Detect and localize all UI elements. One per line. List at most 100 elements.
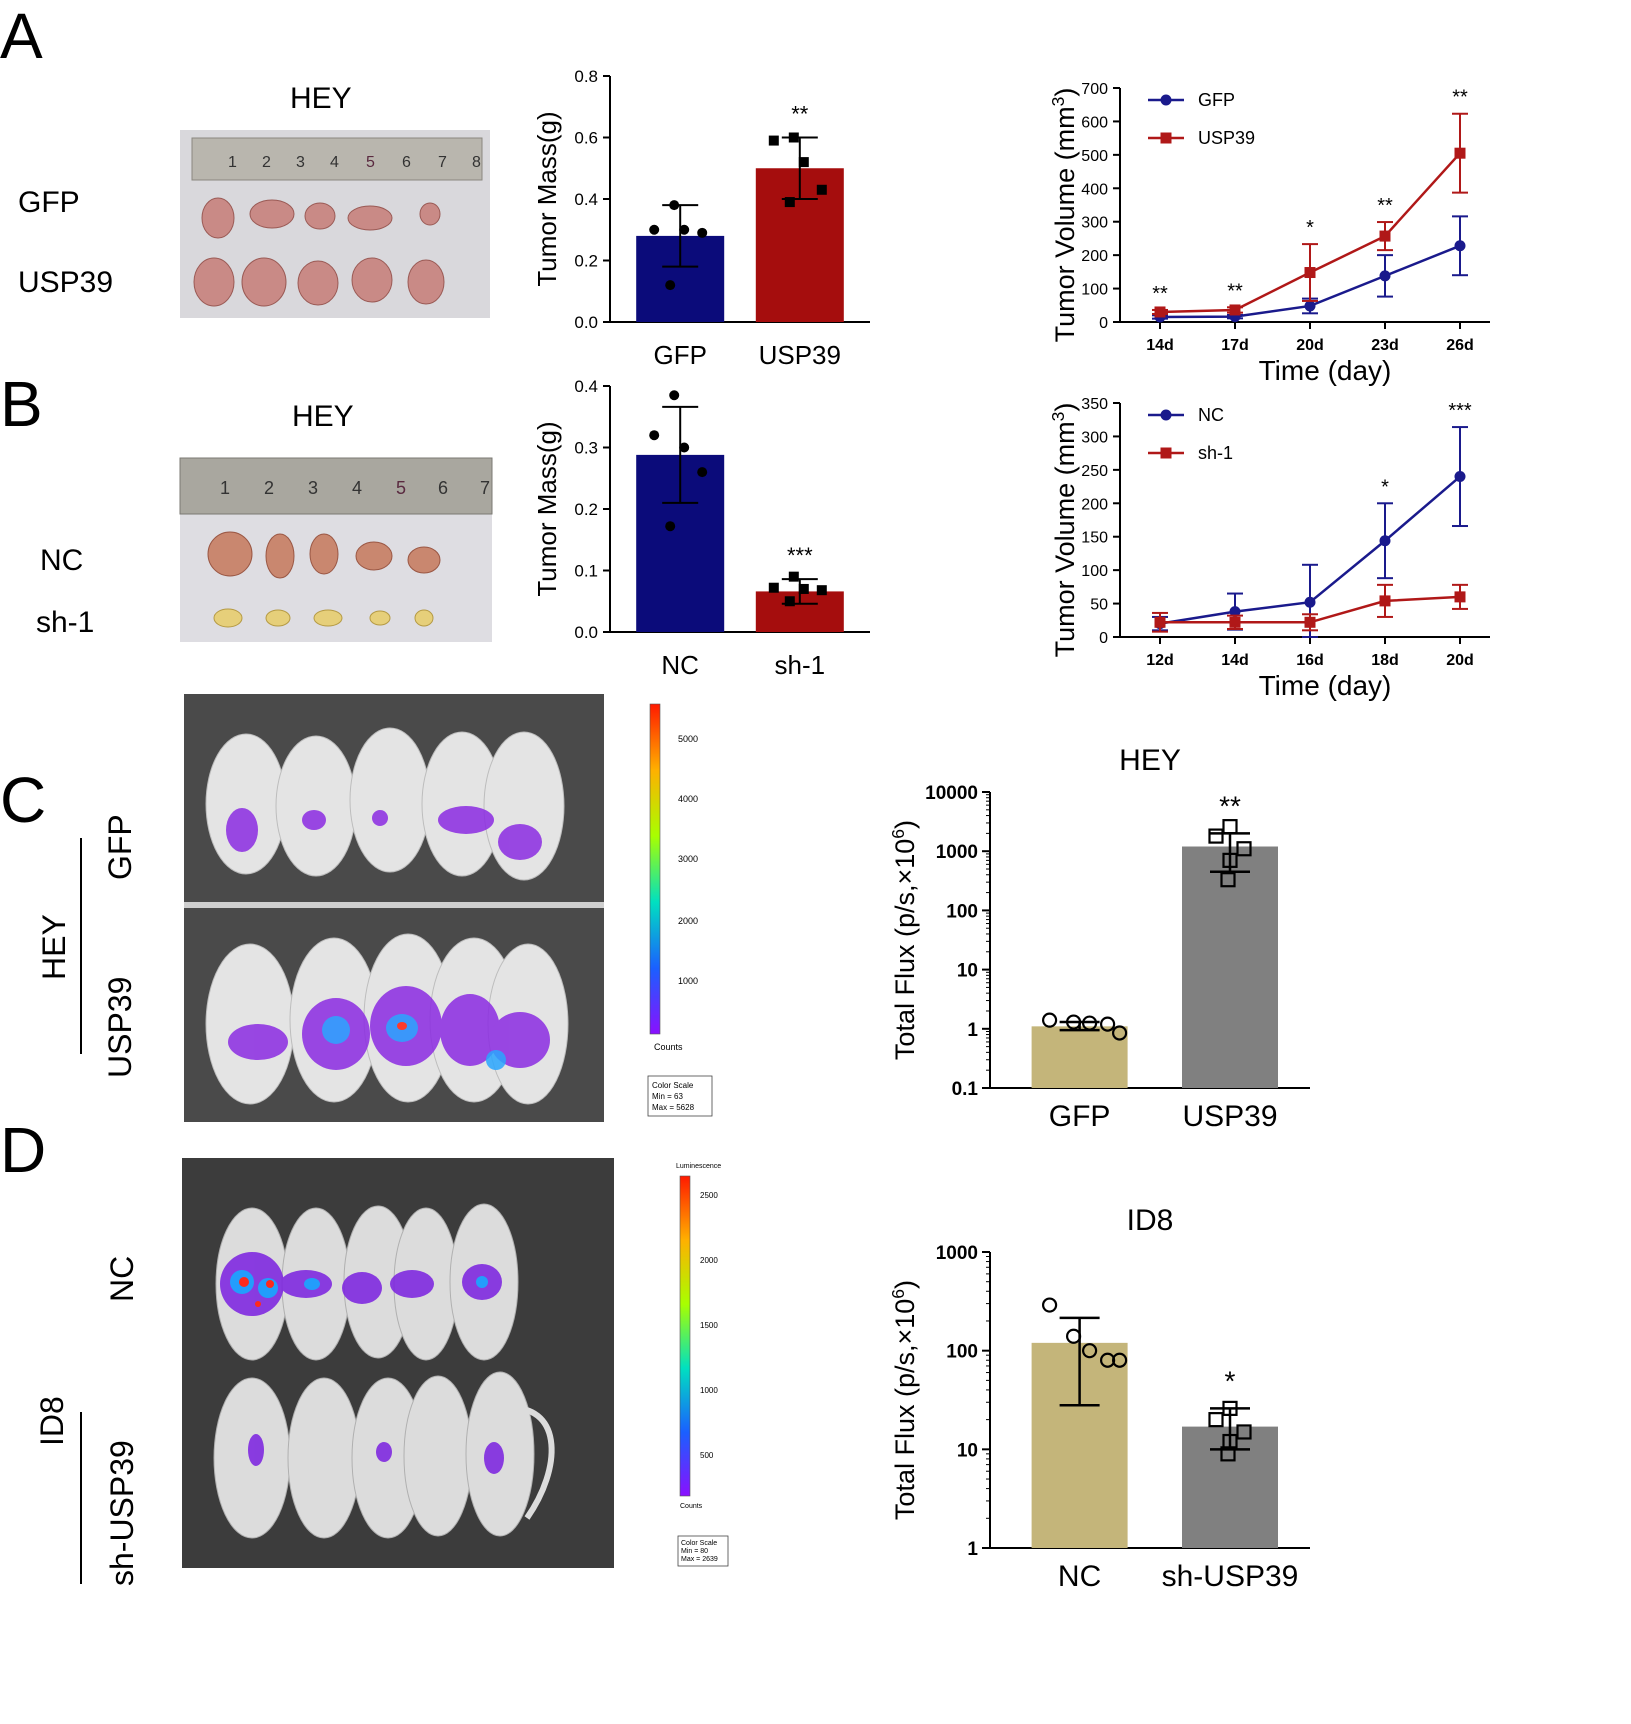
tumor-photo-b: 1 2 3 4 5 6 7 bbox=[179, 457, 493, 642]
scale-tick: 1000 bbox=[678, 976, 698, 986]
significance-label: ** bbox=[1219, 790, 1241, 821]
series-point bbox=[1379, 535, 1391, 547]
data-point bbox=[1222, 852, 1238, 868]
ruler-mark: 4 bbox=[330, 154, 339, 171]
ruler-mark: 2 bbox=[264, 478, 274, 498]
tumor-volume-chart-b: 0 50 100 150 200 250 300 350 12d 14d 16d 18d 20d Time… bbox=[1048, 396, 1490, 701]
significance-label: ** bbox=[1152, 283, 1168, 305]
data-point bbox=[1082, 1343, 1098, 1359]
y-axis-label: Total Flux (p/s,×106) bbox=[888, 1280, 920, 1520]
y-tick-label: 250 bbox=[1081, 463, 1108, 480]
y-tick-label: 10000 bbox=[925, 783, 978, 804]
legend-label: GFP bbox=[1198, 90, 1235, 110]
tumor-volume-chart-a: 0 100 200 300 400 500 600 700 14d 17d 20d 23d 26d Tim… bbox=[1048, 81, 1490, 386]
bar bbox=[1031, 1026, 1128, 1088]
group-label-nc: NC bbox=[104, 1255, 140, 1302]
y-tick-label: 1000 bbox=[936, 842, 978, 863]
scale-box-line: Min = 80 bbox=[681, 1548, 708, 1555]
y-tick-label: 700 bbox=[1081, 81, 1108, 98]
y-tick-label: 400 bbox=[1081, 181, 1108, 198]
data-point bbox=[816, 184, 827, 195]
legend-marker bbox=[1160, 447, 1172, 459]
series-point bbox=[1379, 230, 1391, 242]
scale-box-line: Min = 63 bbox=[652, 1092, 683, 1101]
ruler-mark: 8 bbox=[472, 154, 481, 171]
y-tick-label: 200 bbox=[1081, 496, 1108, 513]
scale-unit: Counts bbox=[654, 1042, 683, 1052]
data-point bbox=[679, 224, 690, 235]
x-tick-label: 23d bbox=[1371, 337, 1399, 354]
data-point bbox=[788, 571, 799, 582]
series-point bbox=[1304, 596, 1316, 608]
y-tick-label: 0.4 bbox=[574, 190, 598, 209]
legend-label: sh-1 bbox=[1198, 443, 1233, 463]
y-tick-label: 350 bbox=[1081, 396, 1108, 413]
x-axis-label: Time (day) bbox=[1259, 355, 1392, 386]
data-point bbox=[669, 390, 680, 401]
y-tick-label: 1000 bbox=[936, 1243, 978, 1264]
y-axis-label: Total Flux (p/s,×106) bbox=[888, 820, 920, 1060]
data-point bbox=[788, 132, 799, 143]
data-point bbox=[1222, 1400, 1238, 1416]
panel-letter-c: C bbox=[0, 764, 47, 836]
data-point bbox=[1222, 819, 1238, 835]
scale-box-c bbox=[647, 1075, 713, 1117]
y-axis-label: Tumor Mass(g) bbox=[532, 111, 562, 286]
data-point bbox=[1220, 872, 1236, 888]
x-category-label: GFP bbox=[1049, 1100, 1111, 1133]
ruler-mark: 1 bbox=[220, 478, 230, 498]
row-label-usp39: USP39 bbox=[18, 266, 114, 299]
ruler-mark: 4 bbox=[352, 478, 362, 498]
y-tick-label: 300 bbox=[1081, 215, 1108, 232]
data-point bbox=[784, 197, 795, 208]
row-label-gfp: GFP bbox=[18, 186, 80, 219]
data-point bbox=[1236, 841, 1252, 857]
x-axis-label: Time (day) bbox=[1259, 670, 1392, 701]
series-point bbox=[1454, 471, 1466, 483]
ruler-mark: 3 bbox=[296, 154, 305, 171]
tumor-mass-chart-a: 0.0 0.2 0.4 0.6 0.8 Tumor Mass(g) GFP USP39 ** bbox=[532, 67, 870, 370]
y-tick-label: 0.0 bbox=[574, 623, 598, 642]
significance-label: ** bbox=[1227, 280, 1243, 302]
ruler-mark: 7 bbox=[438, 154, 447, 171]
scale-tick: 2000 bbox=[700, 1256, 718, 1265]
legend-marker bbox=[1160, 409, 1172, 421]
series-point bbox=[1304, 616, 1316, 628]
x-tick-label: 16d bbox=[1296, 652, 1324, 669]
y-tick-label: 200 bbox=[1081, 248, 1108, 265]
scale-box-line: Color Scale bbox=[681, 1540, 717, 1547]
y-tick-label: 0.1 bbox=[952, 1079, 979, 1100]
group-divider-c bbox=[80, 838, 82, 1054]
y-tick-label: 300 bbox=[1081, 429, 1108, 446]
cell-line-label-d: ID8 bbox=[34, 1396, 70, 1446]
data-point bbox=[768, 135, 779, 146]
series-point bbox=[1454, 591, 1466, 603]
data-point bbox=[697, 227, 708, 238]
series-point bbox=[1229, 304, 1241, 316]
series-point bbox=[1154, 306, 1166, 318]
significance-label: * bbox=[1225, 1365, 1236, 1396]
x-tick-label: 20d bbox=[1296, 337, 1324, 354]
data-point bbox=[1112, 1025, 1128, 1041]
photo-title-b: HEY bbox=[292, 400, 354, 433]
data-point bbox=[1208, 828, 1224, 844]
y-tick-label: 0 bbox=[1099, 315, 1108, 332]
tumor-photo-a: 1 2 3 4 5 6 7 8 bbox=[180, 130, 490, 318]
x-category-label: sh-USP39 bbox=[1162, 1560, 1299, 1593]
x-tick-label: 17d bbox=[1221, 337, 1249, 354]
row-label-sh1: sh-1 bbox=[36, 606, 95, 639]
y-tick-label: 50 bbox=[1090, 597, 1108, 614]
significance-label: *** bbox=[1448, 400, 1472, 422]
series-point bbox=[1304, 300, 1316, 312]
ruler-a: 1 2 3 4 5 6 7 8 bbox=[228, 154, 481, 171]
series-point bbox=[1379, 270, 1391, 282]
ruler-mark: 1 bbox=[228, 154, 237, 171]
legend-label: USP39 bbox=[1198, 128, 1255, 148]
y-tick-label: 0.2 bbox=[574, 252, 598, 271]
bioluminescence-image-c bbox=[184, 694, 604, 1122]
scale-tick: 2000 bbox=[678, 916, 698, 926]
cell-line-label-c: HEY bbox=[36, 914, 72, 980]
y-tick-label: 1 bbox=[967, 1539, 978, 1560]
ruler-b: 1 2 3 4 5 6 7 bbox=[220, 478, 490, 498]
group-divider-d bbox=[80, 1412, 82, 1584]
